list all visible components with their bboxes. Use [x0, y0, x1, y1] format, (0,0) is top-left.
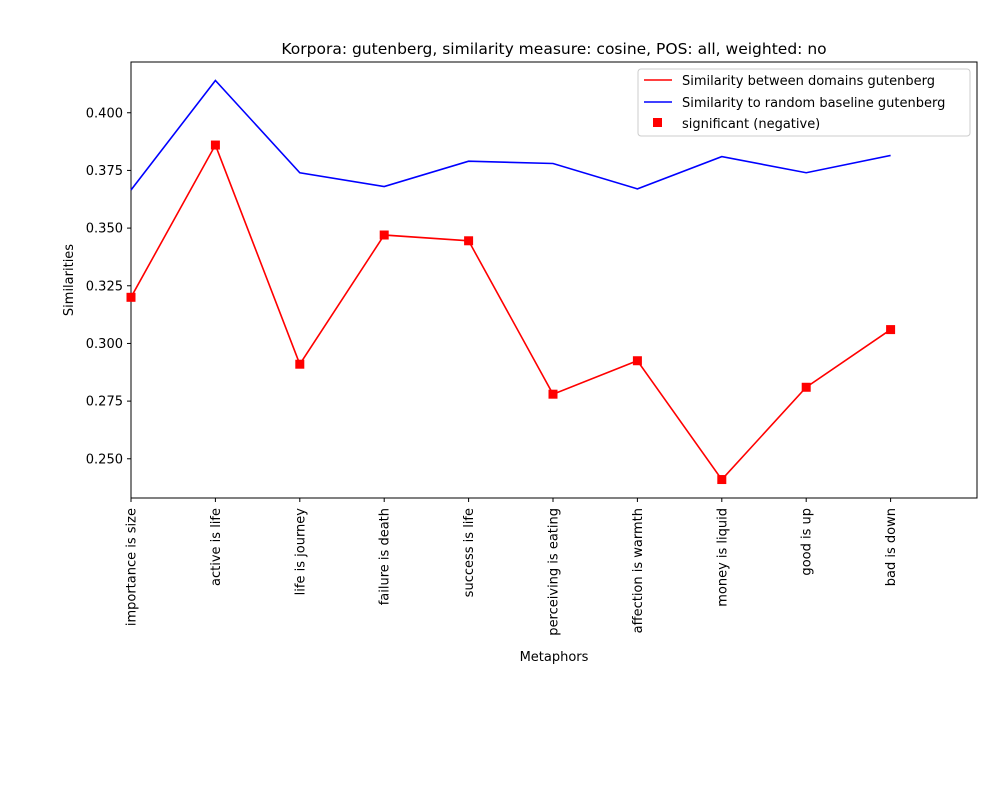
series-line-1 — [130, 79, 891, 191]
significant-marker — [801, 382, 811, 392]
significant-marker — [717, 475, 727, 485]
x-tick-label: life is journey — [293, 508, 308, 596]
significant-marker — [464, 236, 474, 246]
legend-box — [637, 68, 971, 137]
significant-marker — [886, 325, 896, 335]
legend: Similarity between domains gutenberg Sim… — [637, 68, 971, 137]
series-line-0 — [130, 143, 892, 481]
significant-marker — [126, 292, 136, 302]
y-tick-label: 0.325 — [86, 279, 123, 294]
series-layer — [126, 79, 896, 485]
significant-marker — [210, 140, 220, 150]
x-tick-label: good is up — [800, 508, 815, 576]
significant-marker — [379, 230, 389, 240]
significant-marker — [632, 356, 642, 366]
x-axis-label: Metaphors — [520, 650, 589, 665]
x-tick-label: affection is warmth — [631, 508, 646, 633]
significant-marker — [548, 389, 558, 399]
y-axis: 0.250 0.275 0.300 0.325 0.350 0.375 0.400 — [86, 106, 131, 467]
plot-area — [130, 61, 978, 499]
chart-title: Korpora: gutenberg, similarity measure: … — [281, 40, 826, 58]
x-tick-label: importance is size — [125, 508, 140, 626]
x-tick-label: perceiving is eating — [547, 508, 562, 636]
x-tick-label: failure is death — [378, 508, 393, 605]
x-axis: importance is size active is life life is … — [125, 498, 899, 636]
x-tick-label: bad is down — [884, 508, 899, 586]
y-tick-label: 0.375 — [86, 164, 123, 179]
y-tick-label: 0.400 — [86, 106, 123, 121]
x-tick-label: success is life — [462, 508, 477, 597]
y-tick-label: 0.250 — [86, 452, 123, 467]
x-tick-label: active is life — [209, 508, 224, 586]
legend-label-significant: significant (negative) — [682, 117, 820, 132]
x-tick-label: money is liquid — [715, 508, 730, 607]
y-tick-label: 0.275 — [86, 395, 123, 410]
y-tick-label: 0.300 — [86, 337, 123, 352]
significant-marker — [295, 359, 305, 369]
legend-label-similarity-between: Similarity between domains gutenberg — [682, 74, 935, 89]
legend-marker-significant — [653, 118, 662, 127]
y-tick-label: 0.350 — [86, 222, 123, 237]
legend-label-random-baseline: Similarity to random baseline gutenberg — [682, 96, 945, 111]
y-axis-label: Similarities — [62, 244, 77, 316]
